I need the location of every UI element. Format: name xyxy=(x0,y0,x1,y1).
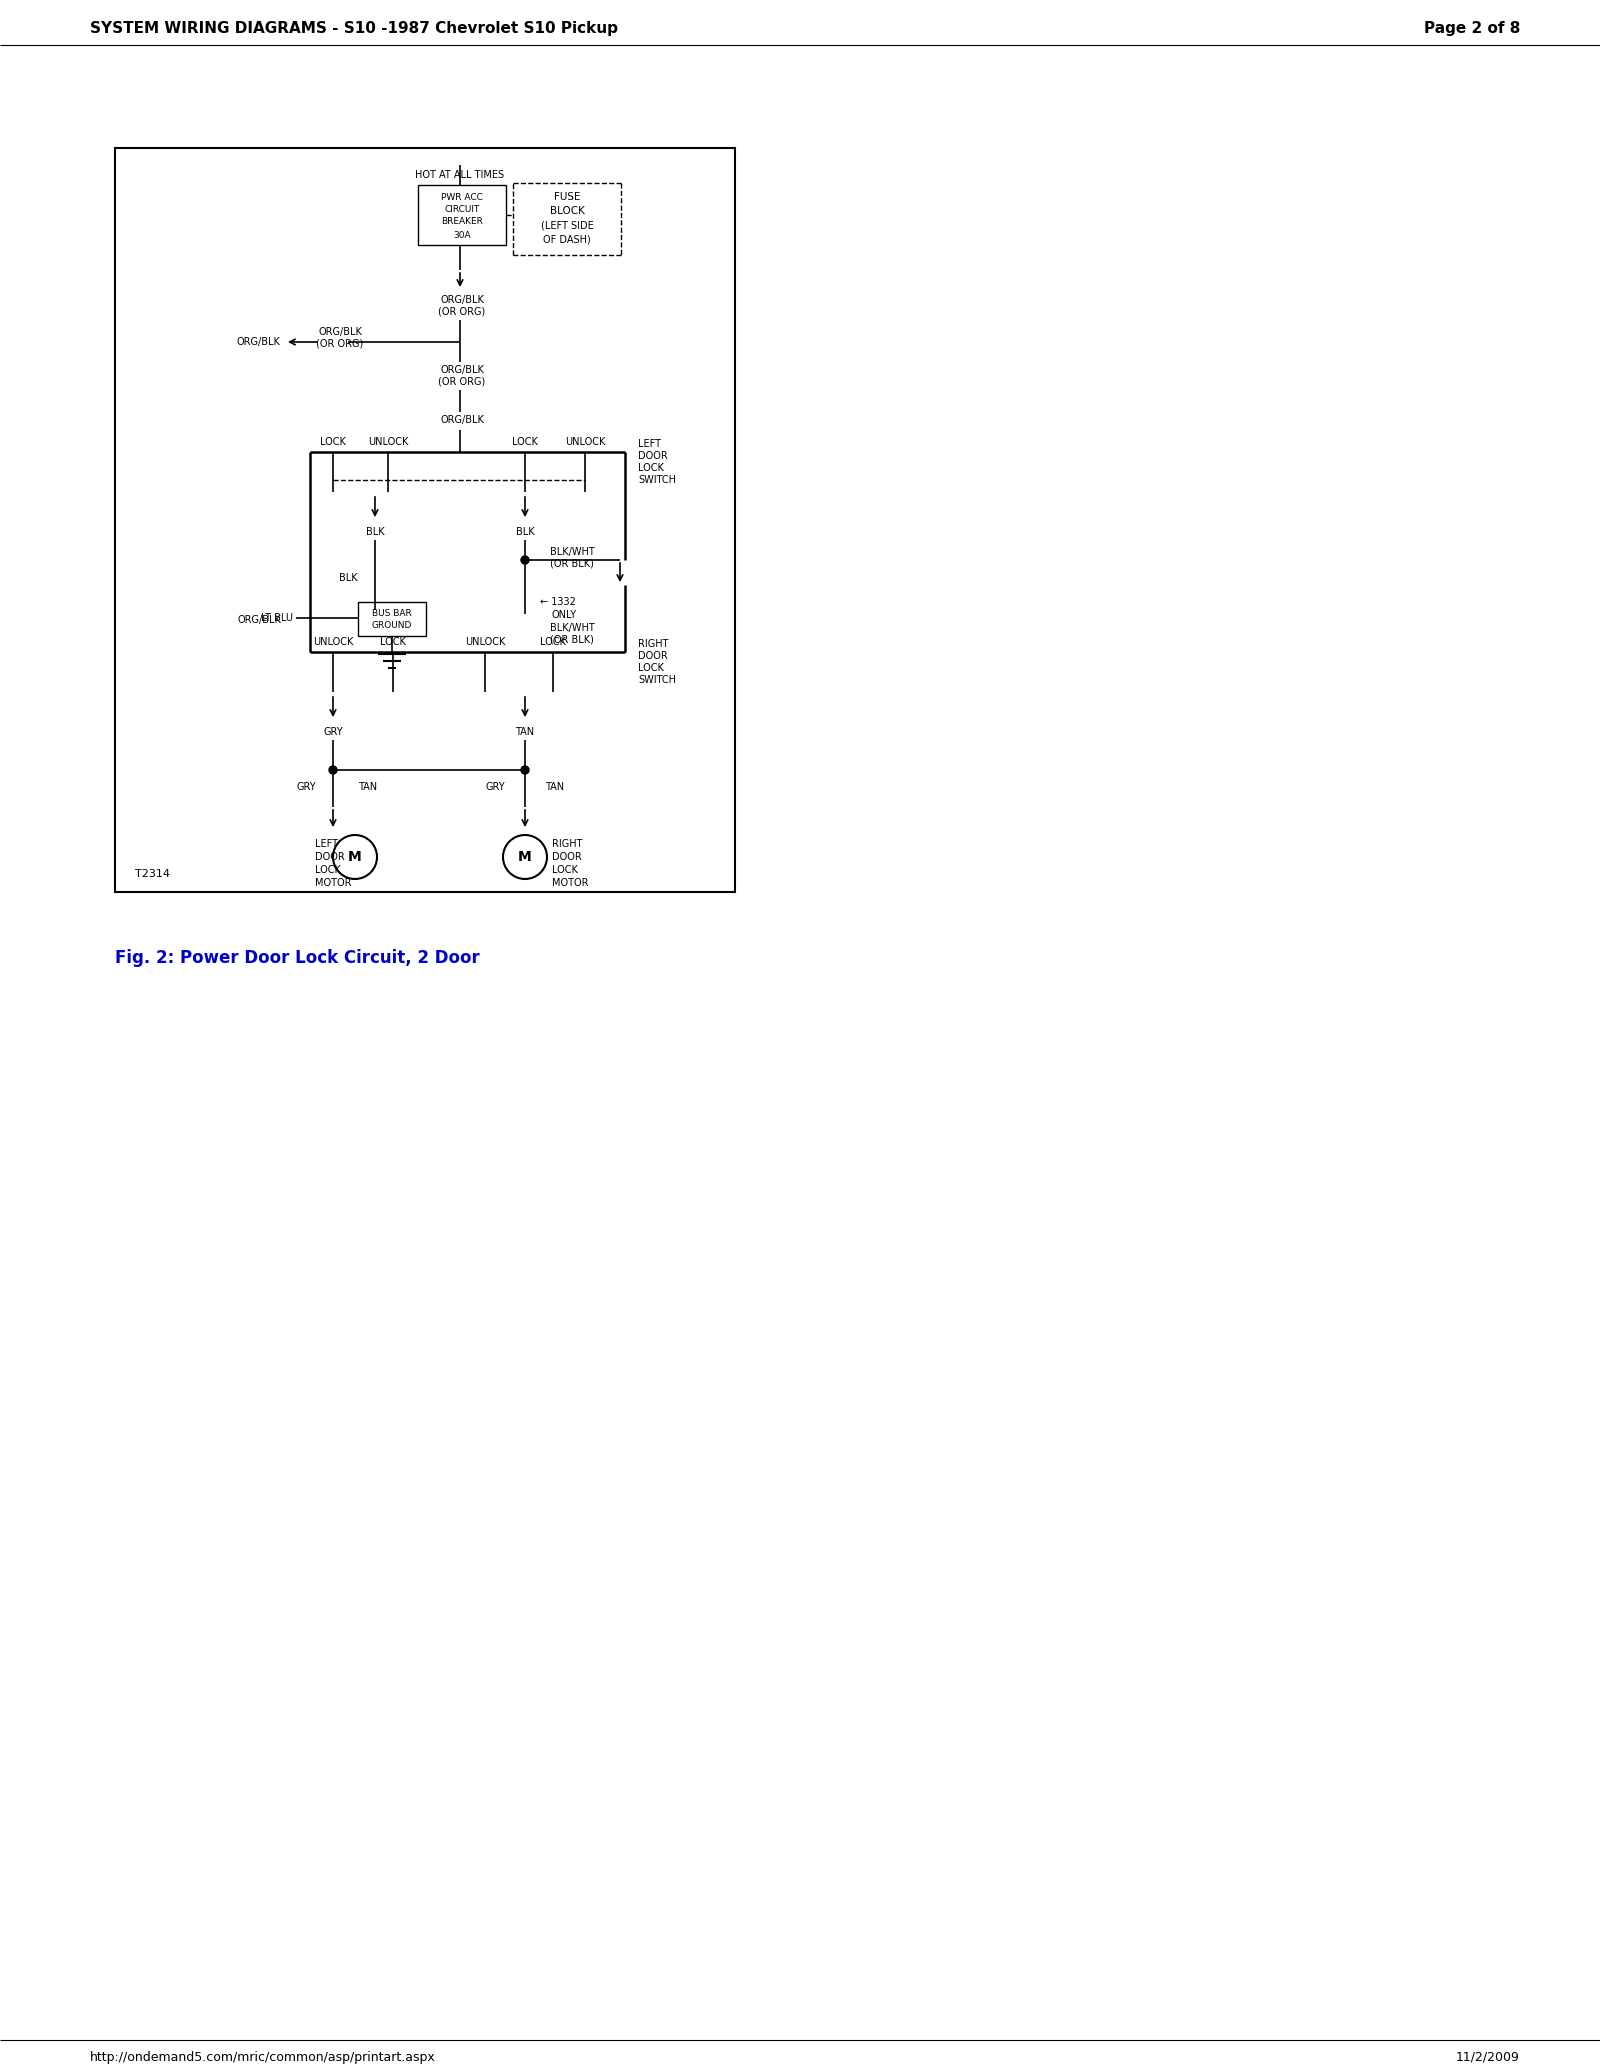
Text: RIGHT: RIGHT xyxy=(638,640,669,650)
Text: LOCK: LOCK xyxy=(315,865,341,876)
Text: ORG/BLK: ORG/BLK xyxy=(440,296,483,304)
Text: UNLOCK: UNLOCK xyxy=(466,638,506,648)
Circle shape xyxy=(502,834,547,880)
Circle shape xyxy=(522,766,530,774)
Text: ORG/BLK: ORG/BLK xyxy=(440,364,483,375)
Text: BLK/WHT: BLK/WHT xyxy=(550,623,595,633)
Text: BLOCK: BLOCK xyxy=(549,207,584,215)
Text: LOCK: LOCK xyxy=(320,437,346,447)
Text: 30A: 30A xyxy=(453,230,470,240)
Text: SWITCH: SWITCH xyxy=(638,474,675,484)
Text: LOCK: LOCK xyxy=(512,437,538,447)
Text: http://ondemand5.com/mric/common/asp/printart.aspx: http://ondemand5.com/mric/common/asp/pri… xyxy=(90,2051,435,2064)
Text: DOOR: DOOR xyxy=(638,451,667,462)
Text: LOCK: LOCK xyxy=(381,638,406,648)
Text: PWR ACC: PWR ACC xyxy=(442,193,483,201)
Text: DOOR: DOOR xyxy=(638,650,667,660)
Text: RIGHT: RIGHT xyxy=(552,838,582,849)
Text: MOTOR: MOTOR xyxy=(552,878,589,888)
Text: 11/2/2009: 11/2/2009 xyxy=(1456,2051,1520,2064)
Bar xyxy=(115,147,734,892)
Text: M: M xyxy=(518,851,531,863)
Text: LT BLU: LT BLU xyxy=(261,613,293,623)
Text: SWITCH: SWITCH xyxy=(638,675,675,685)
Text: GRY: GRY xyxy=(323,727,342,737)
Text: ORG/BLK: ORG/BLK xyxy=(440,414,483,424)
Text: LOCK: LOCK xyxy=(552,865,578,876)
Text: M: M xyxy=(349,851,362,863)
Text: ONLY: ONLY xyxy=(552,611,578,621)
Text: BLK: BLK xyxy=(339,573,358,584)
Text: BLK: BLK xyxy=(515,528,534,536)
Text: LEFT: LEFT xyxy=(315,838,338,849)
Text: LOCK: LOCK xyxy=(638,662,664,673)
Text: BLK/WHT: BLK/WHT xyxy=(550,546,595,557)
Text: (OR ORG): (OR ORG) xyxy=(438,306,486,317)
Bar xyxy=(418,184,506,244)
Text: (OR ORG): (OR ORG) xyxy=(438,377,486,387)
Bar xyxy=(358,602,426,635)
Text: ORG/BLK: ORG/BLK xyxy=(237,337,280,348)
Text: UNLOCK: UNLOCK xyxy=(314,638,354,648)
Text: GRY: GRY xyxy=(296,782,317,793)
Text: BUS BAR: BUS BAR xyxy=(373,609,411,619)
Text: Fig. 2: Power Door Lock Circuit, 2 Door: Fig. 2: Power Door Lock Circuit, 2 Door xyxy=(115,948,480,967)
Text: (OR ORG): (OR ORG) xyxy=(317,339,363,350)
Text: LOCK: LOCK xyxy=(541,638,566,648)
Text: LOCK: LOCK xyxy=(638,464,664,474)
Text: UNLOCK: UNLOCK xyxy=(565,437,605,447)
Text: DOOR: DOOR xyxy=(552,853,582,861)
Text: UNLOCK: UNLOCK xyxy=(368,437,408,447)
Text: Page 2 of 8: Page 2 of 8 xyxy=(1424,21,1520,35)
Text: GROUND: GROUND xyxy=(371,621,413,631)
Text: (OR BLK): (OR BLK) xyxy=(550,559,594,569)
Text: HOT AT ALL TIMES: HOT AT ALL TIMES xyxy=(416,170,504,180)
Text: TAN: TAN xyxy=(515,727,534,737)
Text: SYSTEM WIRING DIAGRAMS - S10 -1987 Chevrolet S10 Pickup: SYSTEM WIRING DIAGRAMS - S10 -1987 Chevr… xyxy=(90,21,618,35)
Text: DOOR: DOOR xyxy=(315,853,344,861)
Text: BREAKER: BREAKER xyxy=(442,217,483,226)
Text: GRY: GRY xyxy=(485,782,506,793)
Text: OF DASH): OF DASH) xyxy=(542,236,590,244)
Circle shape xyxy=(330,766,338,774)
Text: CIRCUIT: CIRCUIT xyxy=(445,205,480,213)
Text: TAN: TAN xyxy=(546,782,565,793)
Text: FUSE: FUSE xyxy=(554,193,581,203)
Text: LEFT: LEFT xyxy=(638,439,661,449)
Text: T2314: T2314 xyxy=(134,869,170,880)
Circle shape xyxy=(522,557,530,563)
Text: ORG/BLK: ORG/BLK xyxy=(238,615,282,625)
Text: ORG/BLK: ORG/BLK xyxy=(318,327,362,337)
Circle shape xyxy=(333,834,378,880)
Text: TAN: TAN xyxy=(358,782,378,793)
Text: BLK: BLK xyxy=(366,528,384,536)
Text: MOTOR: MOTOR xyxy=(315,878,352,888)
Text: (OR BLK): (OR BLK) xyxy=(550,635,594,646)
Text: ← 1332: ← 1332 xyxy=(541,596,576,607)
Text: (LEFT SIDE: (LEFT SIDE xyxy=(541,221,594,232)
